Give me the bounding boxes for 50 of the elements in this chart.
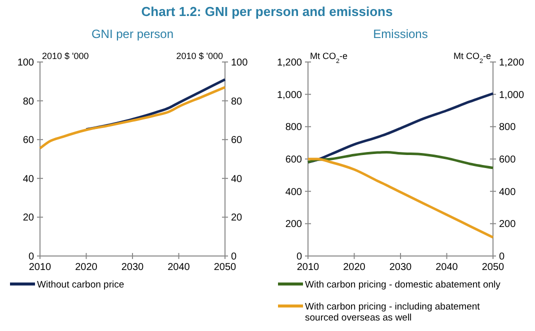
- y2-tick-label: 1,200: [499, 58, 524, 68]
- chart-subtitle: GNI per person: [91, 27, 174, 41]
- y2-tick-label: 60: [231, 135, 243, 146]
- chart-subtitle: Emissions: [373, 27, 428, 41]
- y-tick-label: 400: [285, 186, 302, 198]
- y-tick-label: 80: [22, 96, 34, 108]
- legend-label: With carbon pricing - domestic abatement only: [305, 280, 501, 290]
- y2-tick-label: 600: [499, 154, 516, 166]
- x-tick-label: 2030: [121, 262, 144, 273]
- y-tick-label: 20: [22, 212, 34, 224]
- y-tick-label: 0: [296, 252, 302, 262]
- y2-tick-label: 40: [231, 174, 243, 185]
- y2-tick-label: 1,000: [499, 90, 524, 101]
- x-tick-label: 2050: [482, 262, 505, 273]
- x-tick-label: 2020: [75, 262, 98, 273]
- y2-tick-label: 20: [231, 212, 243, 224]
- y-tick-label: 800: [285, 122, 302, 134]
- line-series: [306, 92, 494, 164]
- legend-label: Without carbon price: [37, 280, 124, 290]
- x-tick-label: 2050: [214, 262, 237, 273]
- legend-label: With carbon pricing - including abatement sourced overseas as well: [305, 302, 480, 324]
- line-series: [306, 158, 494, 239]
- text: Chart 1.2: GNI per person and emissions: [141, 4, 393, 19]
- y-tick-label: 1,000: [276, 90, 302, 101]
- x-tick-label: 2040: [168, 262, 190, 273]
- y2-axis-title: Mt CO$_{2}$-e: [453, 51, 491, 64]
- y2-tick-label: 0: [499, 252, 505, 262]
- line-series: [38, 86, 226, 150]
- y-tick-label: 0: [28, 252, 34, 262]
- y2-tick-label: 80: [231, 96, 243, 108]
- y2-tick-label: 200: [499, 219, 516, 230]
- line-series: [306, 150, 494, 170]
- y2-tick-label: 0: [231, 252, 237, 262]
- y2-tick-label: 800: [499, 122, 516, 134]
- x-tick-label: 2010: [296, 262, 320, 273]
- y-axis-title: Mt CO$_{2}$-e: [310, 51, 348, 64]
- y-axis-title: 2010 $ '000: [42, 51, 89, 61]
- y-tick-label: 1,200: [276, 58, 302, 68]
- y2-tick-label: 400: [499, 186, 516, 198]
- x-tick-label: 2010: [28, 262, 52, 273]
- x-tick-label: 2040: [436, 262, 458, 273]
- x-tick-label: 2020: [343, 262, 366, 273]
- x-tick-label: 2030: [389, 262, 412, 273]
- y-tick-label: 100: [17, 58, 34, 68]
- y-tick-label: 600: [285, 154, 302, 166]
- y-tick-label: 200: [285, 219, 302, 230]
- y2-axis-title: 2010 $ '000: [176, 51, 223, 61]
- y-tick-label: 40: [22, 174, 34, 185]
- y2-tick-label: 100: [231, 58, 248, 68]
- y-tick-label: 60: [22, 135, 34, 146]
